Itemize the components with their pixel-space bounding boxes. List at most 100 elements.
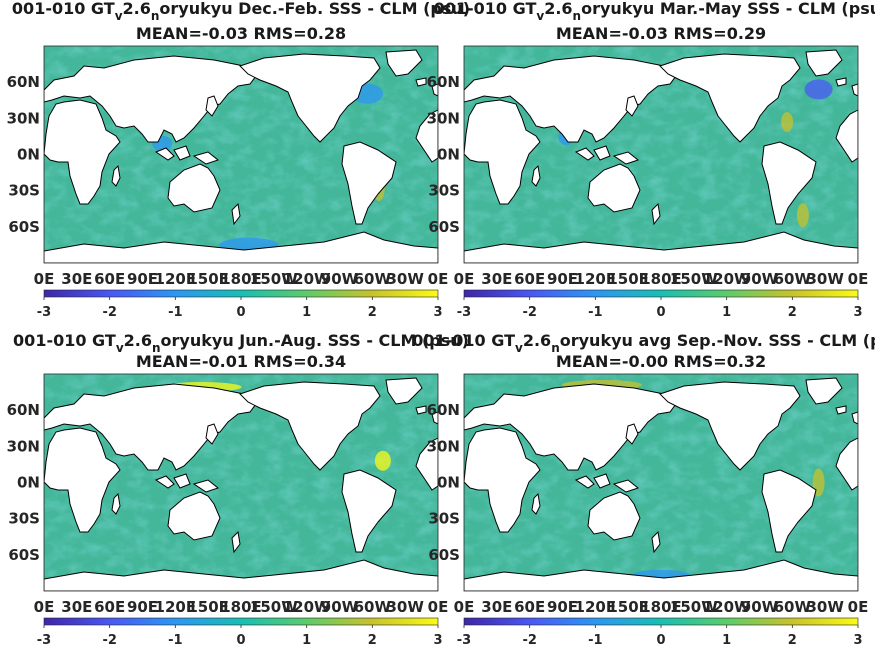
x-tick-label: 0E <box>848 598 869 616</box>
sss-anomaly-map <box>44 374 438 591</box>
panel-title-stats: MEAN=-0.03 RMS=0.28 <box>136 24 346 43</box>
x-tick-label: 90E <box>547 270 578 288</box>
x-tick-label: 0E <box>34 598 55 616</box>
title-part-title_mid: 2.6 <box>544 0 572 18</box>
x-tick-label: 60W <box>774 270 812 288</box>
title-part-title_sub2: n <box>573 9 582 23</box>
y-tick-label: 30N <box>7 109 40 127</box>
title-part-title_sub1: v <box>116 341 124 355</box>
map-panel-2: 001-010 GTv2.6noryukyu Mar.-May SSS - CL… <box>427 0 875 320</box>
y-tick-label: 30S <box>8 182 40 200</box>
colorbar-tick-label: 1 <box>722 305 731 320</box>
x-tick-label: 0E <box>454 270 475 288</box>
x-tick-label: 180E <box>220 598 262 616</box>
title-part-title_tail: oryukyu Mar.-May SSS - CLM (psu) <box>581 0 875 18</box>
y-tick-label: 30S <box>428 510 460 528</box>
x-tick-label: 30E <box>481 598 512 616</box>
panel-title-line1: 001-010 GTv2.6noryukyu Jun.-Aug. SSS - C… <box>13 331 469 355</box>
title-part-title_mid: 2.6 <box>124 331 152 350</box>
x-tick-label: 180E <box>640 270 682 288</box>
x-tick-label: 90W <box>321 598 359 616</box>
colorbar-tick-label: -2 <box>102 305 116 320</box>
colorbar-tick-label: 1 <box>302 633 311 648</box>
panel-title-stats: MEAN=-0.00 RMS=0.32 <box>556 352 766 371</box>
title-part-title_mid: 2.6 <box>123 0 151 18</box>
y-tick-label: 60N <box>427 401 460 419</box>
colorbar-tick-label: -1 <box>588 305 602 320</box>
colorbar-tick-label: 2 <box>788 633 797 648</box>
x-tick-label: 0E <box>848 270 869 288</box>
title-part-title_sub1: v <box>536 9 544 23</box>
axes-frame <box>463 373 859 592</box>
colorbar-tick-label: 0 <box>236 305 245 320</box>
title-part-title_sub1: v <box>115 9 123 23</box>
colorbar-tick-label: -3 <box>457 305 471 320</box>
title-part-title_line1: 001-010 GT <box>13 331 116 350</box>
colorbar-tick-label: -1 <box>588 633 602 648</box>
x-tick-label: 150W <box>670 270 718 288</box>
axes-frame <box>43 45 439 264</box>
title-part-title_tail: oryukyu Jun.-Aug. SSS - CLM (psu) <box>161 331 469 350</box>
title-part-title_sub2: n <box>551 341 560 355</box>
y-tick-label: 60N <box>7 73 40 91</box>
x-tick-label: 30W <box>806 270 844 288</box>
panel-title-stats: MEAN=-0.01 RMS=0.34 <box>136 352 346 371</box>
y-tick-label: 60S <box>428 546 460 564</box>
y-tick-label: 60S <box>8 546 40 564</box>
x-tick-label: 120W <box>703 598 751 616</box>
x-tick-label: 90E <box>127 598 158 616</box>
map-panel-1: 001-010 GTv2.6noryukyu Dec.-Feb. SSS - C… <box>7 0 471 320</box>
colorbar-tick-label: 2 <box>368 633 377 648</box>
title-part-title_line1: 001-010 GT <box>434 0 537 18</box>
colorbar-tick-label: -2 <box>102 633 116 648</box>
x-tick-label: 90W <box>321 270 359 288</box>
title-part-title_line1: 001-010 GT <box>412 331 515 350</box>
y-tick-label: 60S <box>428 218 460 236</box>
x-tick-label: 0E <box>428 598 449 616</box>
y-tick-label: 30N <box>427 109 460 127</box>
y-tick-label: 30N <box>427 437 460 455</box>
x-tick-label: 30E <box>61 598 92 616</box>
colorbar-tick-label: 2 <box>788 305 797 320</box>
panel-title-line1: 001-010 GTv2.6noryukyu avg Sep.-Nov. SSS… <box>412 331 875 355</box>
colorbar-tick-label: 0 <box>656 305 665 320</box>
x-tick-label: 150W <box>670 598 718 616</box>
y-tick-label: 60N <box>427 73 460 91</box>
colorbar-tick-label: -1 <box>168 633 182 648</box>
colorbar-tick-label: -3 <box>457 633 471 648</box>
anomaly-patch <box>781 111 794 132</box>
colorbar-tick-label: 3 <box>853 305 862 320</box>
x-tick-label: 150E <box>607 598 649 616</box>
x-tick-label: 60E <box>514 270 545 288</box>
x-tick-label: 30W <box>806 598 844 616</box>
x-tick-label: 0E <box>454 598 475 616</box>
colorbar-tick-label: -1 <box>168 305 182 320</box>
colorbar-tick-label: -2 <box>522 633 536 648</box>
y-tick-label: 0N <box>17 474 40 492</box>
colorbar <box>43 289 439 298</box>
panel-title-stats: MEAN=-0.03 RMS=0.29 <box>556 24 766 43</box>
x-tick-label: 120W <box>703 270 751 288</box>
x-tick-label: 30E <box>481 270 512 288</box>
y-tick-label: 30S <box>8 510 40 528</box>
x-tick-label: 120E <box>155 598 197 616</box>
colorbar-tick-label: -3 <box>37 305 51 320</box>
y-tick-label: 30N <box>7 437 40 455</box>
title-part-title_tail: oryukyu Dec.-Feb. SSS - CLM (psu) <box>159 0 470 18</box>
x-tick-label: 120E <box>575 598 617 616</box>
title-part-title_mid: 2.6 <box>523 331 551 350</box>
title-part-title_tail: oryukyu avg Sep.-Nov. SSS - CLM (psu) <box>560 331 875 350</box>
colorbar-tick-label: 3 <box>433 633 442 648</box>
colorbar-tick-label: -2 <box>522 305 536 320</box>
panel-title-line1: 001-010 GTv2.6noryukyu Mar.-May SSS - CL… <box>434 0 875 23</box>
title-part-title_sub1: v <box>515 341 523 355</box>
map-panel-4: 001-010 GTv2.6noryukyu avg Sep.-Nov. SSS… <box>412 331 875 648</box>
x-tick-label: 60E <box>514 598 545 616</box>
y-tick-label: 0N <box>17 146 40 164</box>
y-tick-label: 60N <box>7 401 40 419</box>
colorbar-tick-label: 3 <box>853 633 862 648</box>
y-tick-label: 30S <box>428 182 460 200</box>
x-tick-label: 90E <box>127 270 158 288</box>
x-tick-label: 60W <box>774 598 812 616</box>
colorbar <box>463 289 859 298</box>
